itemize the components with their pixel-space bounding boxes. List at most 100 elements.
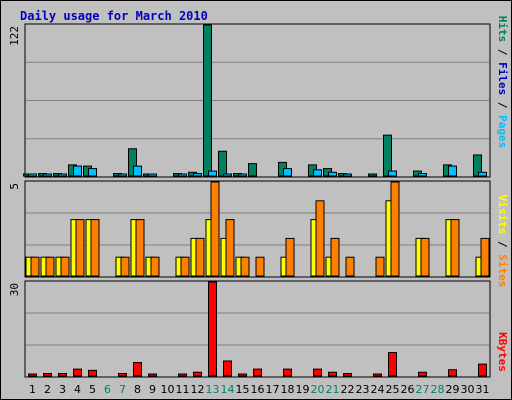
bar-sites-day-11	[180, 256, 190, 277]
bar-files-day-29	[448, 165, 457, 177]
x-tick-label: 26	[401, 383, 415, 396]
x-tick-label: 27	[416, 383, 430, 396]
bar-kbytes-day-16	[253, 368, 262, 377]
legend-entry: Hits	[496, 16, 509, 43]
bar-files-day-9	[148, 173, 157, 177]
x-tick-label: 10	[161, 383, 175, 396]
legend-entry: Files	[496, 62, 509, 95]
bar-kbytes-day-5	[88, 369, 97, 377]
bar-kbytes-day-25	[388, 352, 397, 377]
bar-kbytes-day-24	[373, 373, 382, 377]
legend-visits-sites: Visits / Sites	[496, 195, 509, 288]
bar-kbytes-day-22	[343, 372, 352, 377]
bar-sites-day-3	[60, 256, 70, 277]
bar-hits-day-25	[383, 134, 392, 177]
legend-entry: KBytes	[496, 332, 509, 372]
x-tick-label: 31	[476, 383, 490, 396]
bar-sites-day-8	[135, 219, 145, 277]
bar-sites-day-2	[45, 256, 55, 277]
bar-files-day-8	[133, 165, 142, 177]
x-tick-label: 16	[251, 383, 265, 396]
x-axis-labels: 1 2 3 4 5 6 7 8 9 10 11 12 13 14 15 16 17 18 19 20 21 22 23 24 2…	[29, 383, 490, 396]
bar-sites-day-4	[75, 219, 85, 277]
x-tick-label: 18	[281, 383, 295, 396]
bar-files-day-5	[88, 168, 97, 177]
x-tick-label: 24	[371, 383, 385, 396]
y-max-label: 30	[8, 283, 21, 296]
bar-kbytes-day-9	[148, 373, 157, 377]
y-max-label: 5	[8, 183, 21, 190]
bar-sites-day-16	[255, 256, 265, 277]
bar-sites-day-13	[210, 181, 220, 277]
legend-entry: /	[496, 234, 509, 254]
bar-kbytes-day-4	[73, 368, 82, 377]
x-tick-label: 25	[386, 383, 400, 396]
bar-sites-day-20	[315, 200, 325, 277]
bar-kbytes-day-14	[223, 360, 232, 377]
bar-files-day-13	[208, 170, 217, 177]
x-tick-label: 14	[221, 383, 235, 396]
bar-files-day-2	[43, 173, 52, 177]
legend-entry: /	[496, 95, 509, 115]
bar-kbytes-day-20	[313, 368, 322, 377]
bar-files-day-25	[388, 170, 397, 177]
bar-files-day-20	[313, 169, 322, 177]
bar-sites-day-29	[450, 219, 460, 277]
x-tick-label: 21	[326, 383, 340, 396]
bar-kbytes-day-2	[43, 372, 52, 377]
bar-kbytes-day-21	[328, 371, 337, 377]
bar-sites-day-27	[420, 237, 430, 277]
bar-files-day-22	[343, 173, 352, 177]
bar-sites-day-31	[480, 237, 490, 277]
bar-kbytes-day-18	[283, 368, 292, 377]
bar-files-day-14	[223, 173, 232, 177]
bar-files-day-7	[118, 173, 127, 177]
bar-files-day-31	[478, 171, 487, 177]
bar-sites-day-18	[285, 237, 295, 277]
bar-files-day-12	[193, 173, 202, 177]
bar-kbytes-day-15	[238, 373, 247, 377]
bar-sites-day-21	[330, 237, 340, 277]
panel-visits-sites: 5	[8, 180, 491, 278]
bar-hits-day-24	[368, 173, 377, 177]
x-tick-label: 2	[44, 383, 51, 396]
bar-kbytes-day-27	[418, 371, 427, 377]
bar-files-day-4	[73, 165, 82, 177]
x-tick-label: 15	[236, 383, 250, 396]
bar-kbytes-day-1	[28, 373, 37, 377]
legend-entry: Visits	[496, 195, 509, 235]
bar-sites-day-22	[345, 256, 355, 277]
bar-files-day-27	[418, 173, 427, 177]
x-tick-label: 30	[461, 383, 475, 396]
bar-hits-day-8	[128, 148, 137, 177]
x-tick-label: 11	[176, 383, 190, 396]
x-tick-label: 22	[341, 383, 355, 396]
x-tick-label: 23	[356, 383, 370, 396]
panel-kbytes: 30	[8, 280, 491, 378]
x-tick-label: 17	[266, 383, 280, 396]
x-tick-label: 19	[296, 383, 310, 396]
bar-kbytes-day-29	[448, 369, 457, 377]
bar-files-day-15	[238, 173, 247, 177]
bar-kbytes-day-31	[478, 363, 487, 377]
x-tick-label: 28	[431, 383, 445, 396]
x-tick-label: 8	[134, 383, 141, 396]
x-tick-label: 12	[191, 383, 205, 396]
x-tick-label: 29	[446, 383, 460, 396]
bar-sites-day-12	[195, 237, 205, 277]
legend-hits-files-pages: Hits / Files / Pages	[496, 16, 509, 149]
legend-entry: Pages	[496, 115, 509, 148]
bar-kbytes-day-7	[118, 372, 127, 377]
bar-sites-day-5	[90, 219, 100, 277]
bar-files-day-11	[178, 173, 187, 177]
bar-kbytes-day-11	[178, 373, 187, 377]
bar-kbytes-day-3	[58, 372, 67, 377]
x-tick-label: 5	[89, 383, 96, 396]
bar-kbytes-day-13	[208, 281, 217, 377]
bar-hits-day-31	[473, 154, 482, 177]
legend-kbytes: KBytes	[496, 332, 509, 372]
bar-sites-day-25	[390, 181, 400, 277]
bar-kbytes-day-8	[133, 362, 142, 377]
bar-hits-day-13	[203, 24, 212, 177]
x-tick-label: 13	[206, 383, 220, 396]
